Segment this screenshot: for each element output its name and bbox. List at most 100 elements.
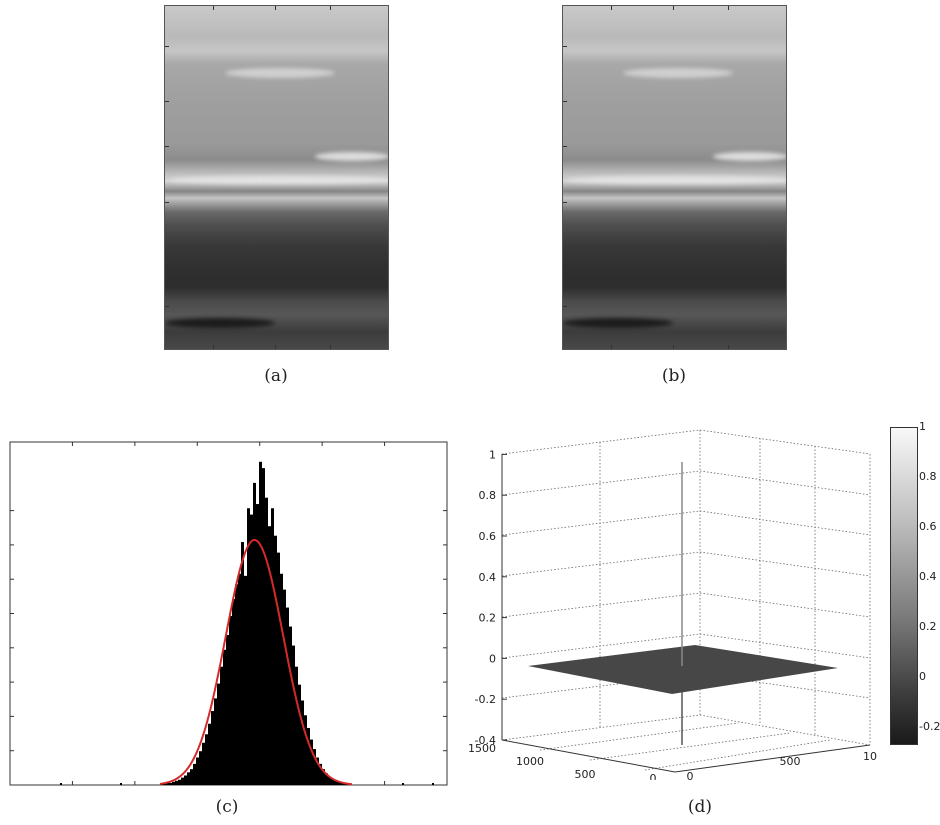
axis-tick-label: 500 [575, 768, 596, 780]
tick [563, 256, 567, 257]
histogram-bar [217, 683, 220, 785]
tick [728, 6, 729, 10]
cloud-streak [170, 176, 388, 184]
histogram-bar [60, 783, 62, 785]
histogram-bar [322, 769, 325, 785]
histogram-bar [402, 783, 404, 785]
histogram-bar [307, 727, 310, 785]
histogram-bar [250, 514, 253, 785]
tick [330, 6, 331, 10]
histogram-bar [166, 782, 169, 785]
tick [563, 202, 567, 203]
gaussian-fit-curve [159, 539, 353, 786]
colorbar-tick-label: -0.2 [919, 720, 940, 733]
histogram-bar [247, 508, 250, 785]
histogram-bar [202, 742, 205, 785]
colorbar-tick-label: 0.4 [919, 570, 937, 583]
tick [563, 146, 567, 147]
tick [611, 345, 612, 349]
cloud-streak [713, 152, 786, 161]
z-tick-label: 1 [489, 448, 496, 461]
histogram-bar [178, 779, 181, 785]
colorbar [890, 427, 918, 745]
histogram-chart [9, 441, 448, 786]
histogram-bar [289, 626, 292, 785]
axis-tick-label: 500 [780, 755, 801, 768]
histogram-bar [262, 468, 265, 785]
histogram-bar [256, 504, 259, 785]
histogram-bar [181, 777, 184, 785]
cloud-streak [563, 318, 673, 328]
caption-d: (d) [687, 797, 713, 817]
histogram-bar [298, 684, 301, 785]
histogram-bar [295, 666, 298, 785]
histogram-bar [337, 781, 340, 785]
histogram-bar [340, 782, 343, 785]
histogram-bar [238, 573, 241, 785]
tick [165, 306, 169, 307]
histogram-bar [259, 461, 262, 785]
surface-plot: -0.4 -0.2 0 0.2 0.4 0.6 0.8 1 1500 1000 500 0 0 500… [468, 429, 877, 780]
tick [165, 146, 169, 147]
histogram-bar [331, 778, 334, 785]
histogram-bar [199, 751, 202, 785]
histogram-bar [172, 781, 175, 785]
tick [728, 345, 729, 349]
histogram-bar [310, 739, 313, 785]
histogram-bar [432, 783, 434, 785]
caption-a: (a) [264, 366, 288, 386]
tick [563, 46, 567, 47]
cloud-streak [165, 318, 275, 328]
histogram-bar [286, 607, 289, 785]
histogram-bar [253, 482, 256, 785]
tick [213, 345, 214, 349]
histogram-bar [232, 599, 235, 785]
axis-lines [501, 454, 871, 773]
histogram-bar [334, 780, 337, 785]
tick [673, 6, 674, 10]
histogram-bar [292, 645, 295, 785]
histogram-bar [208, 723, 211, 785]
surface-plane [528, 645, 838, 694]
cloud-streak [225, 68, 335, 78]
histogram-bar [280, 573, 283, 785]
histogram-bar [274, 535, 277, 785]
histogram-bar [316, 757, 319, 785]
histogram-bar [229, 616, 232, 785]
histogram-bar [304, 715, 307, 785]
tick [165, 202, 169, 203]
histogram-bar [196, 757, 199, 785]
axis-tick-label: 10 [863, 750, 877, 763]
z-tick-label: 0 [489, 652, 496, 665]
tick [563, 101, 567, 102]
histogram-bar [283, 589, 286, 785]
histogram-bar [244, 575, 247, 785]
histogram-bar [120, 783, 122, 785]
histogram-bar [268, 526, 271, 785]
axis-tick-label: 0 [650, 772, 657, 780]
histogram-bar [211, 711, 214, 785]
histogram-bar [277, 552, 280, 785]
z-tick-label: -0.4 [475, 734, 496, 747]
axis-tick-label: 1500 [468, 742, 496, 755]
histogram-bar [163, 783, 166, 785]
z-tick-label: -0.2 [475, 693, 496, 706]
histogram-bar [325, 773, 328, 785]
histogram-bar [235, 584, 238, 785]
caption-b: (b) [661, 366, 687, 386]
z-tick-label: 0.8 [479, 489, 497, 502]
histogram-bar [271, 508, 274, 785]
histogram-bar [265, 497, 268, 785]
histogram-bar [193, 763, 196, 785]
tick [563, 306, 567, 307]
histogram-bar [175, 780, 178, 785]
caption-c: (c) [215, 797, 239, 817]
z-tick-label: 0.2 [479, 612, 497, 625]
tick [275, 6, 276, 10]
cloud-streak [623, 68, 733, 78]
axis-tick-label: 1000 [516, 755, 544, 768]
colorbar-tick-label: 0.6 [919, 520, 937, 533]
photo-a [164, 5, 389, 350]
histogram-bar [169, 782, 172, 785]
histogram-bar [223, 649, 226, 785]
